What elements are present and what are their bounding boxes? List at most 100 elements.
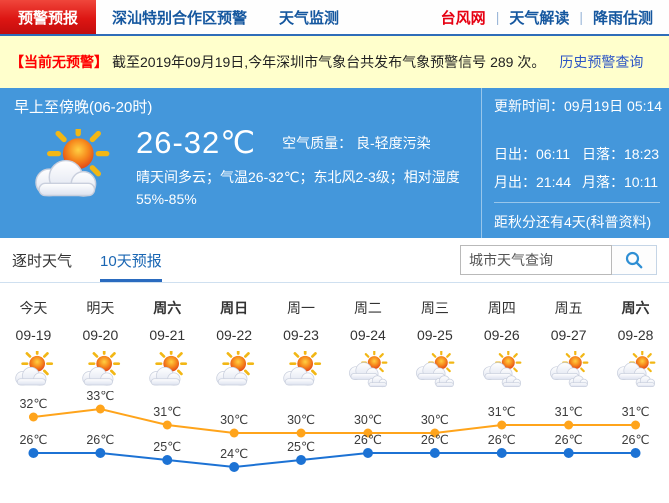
high-temp-point (430, 428, 440, 438)
city-search (460, 245, 657, 275)
nav-link-rain-estimate[interactable]: 降雨估测 (592, 9, 653, 27)
high-temp-label: 32℃ (19, 397, 47, 411)
high-temp-point (162, 420, 172, 430)
forecast-date-label: 09-19 (15, 327, 52, 343)
forecast-day-label: 周二 (353, 300, 382, 316)
forecast-date-label: 09-27 (550, 327, 587, 343)
sun-cloud-icon (0, 351, 67, 391)
current-weather-main: 早上至傍晚(06-20时) 26-32℃ 空气质量： 良-轻度污染 晴天间多云；… (0, 88, 481, 238)
low-temp-label: 26℃ (622, 433, 650, 447)
nav-tab-warning-forecast[interactable]: 预警预报 (0, 0, 97, 34)
ten-day-forecast: 今天 明天 周六 周日 周一 周二 周三 周四 周五 周六 09-19 09-20 09-21 09-2… (0, 298, 669, 503)
cloudy-icon (335, 351, 402, 391)
current-weather-side: 更新时间：09月19日 05:14 日出：06:11 日落：18:23 月出：2… (481, 88, 669, 238)
current-weather-panel: 早上至傍晚(06-20时) 26-32℃ 空气质量： 良-轻度污染 晴天间多云；… (0, 88, 669, 238)
high-temp-point (564, 420, 574, 430)
alert-status-badge: 【当前无预警】 (10, 54, 108, 70)
nav-tab-shenshan-warning[interactable]: 深汕特别合作区预警 (112, 9, 248, 27)
forecast-icons (0, 351, 669, 391)
tab-10day-forecast[interactable]: 10天预报 (100, 238, 162, 282)
history-warning-link[interactable]: 历史预警查询 (559, 54, 644, 70)
search-icon (625, 251, 643, 269)
forecast-date-label: 09-23 (283, 327, 319, 343)
high-temp-label: 30℃ (287, 413, 315, 427)
low-temp-point (429, 448, 440, 458)
low-temp-label: 25℃ (287, 440, 315, 454)
sun-cloud-icon (201, 351, 268, 391)
low-temp-label: 26℃ (354, 433, 382, 447)
top-nav: 预警预报 深汕特别合作区预警 天气监测 台风网 | 天气解读 | 降雨估测 (0, 0, 669, 36)
low-temp-label: 26℃ (19, 433, 47, 447)
alert-text: 截至2019年09月19日,今年深圳市气象台共发布气象预警信号 289 次。 (112, 54, 546, 70)
sun-cloud-icon (67, 351, 134, 391)
moonrise-time: 月出：21:44 (494, 174, 572, 190)
sun-cloud-icon (134, 351, 201, 391)
nav-link-weather-explain[interactable]: 天气解读 (509, 9, 570, 27)
forecast-date-label: 09-20 (82, 327, 119, 343)
low-temp-point (630, 448, 641, 458)
forecast-date-label: 09-22 (216, 327, 253, 343)
air-quality: 空气质量： 良-轻度污染 (282, 133, 431, 153)
forecast-day-label: 周三 (420, 300, 449, 316)
high-temp-point (229, 428, 239, 438)
high-temp-label: 31℃ (488, 405, 516, 419)
forecast-dates: 09-19 09-20 09-21 09-22 09-23 09-24 09-25 09-26… (0, 327, 669, 343)
nav-link-typhoon[interactable]: 台风网 (440, 9, 486, 27)
low-temp-point (563, 448, 574, 458)
low-temp-label: 25℃ (153, 440, 181, 454)
forecast-date-label: 09-28 (617, 327, 654, 343)
forecast-day-label: 今天 (19, 300, 48, 316)
cloudy-icon (468, 351, 535, 391)
low-temp-label: 24℃ (220, 447, 248, 461)
high-temp-label: 30℃ (220, 413, 248, 427)
forecast-date-label: 09-26 (483, 327, 520, 343)
nav-tab-weather-monitor[interactable]: 天气监测 (279, 9, 340, 27)
high-temp-label: 31℃ (153, 405, 181, 419)
high-temp-point (631, 420, 641, 430)
high-temp-label: 31℃ (555, 405, 583, 419)
air-quality-value: 良-轻度污染 (356, 135, 431, 151)
high-temp-point (296, 428, 306, 438)
high-temp-label: 30℃ (354, 413, 382, 427)
equinox-countdown-link[interactable]: 距秋分还有4天(科普资料) (494, 214, 652, 230)
forecast-date-label: 09-24 (350, 327, 386, 343)
high-temp-label: 33℃ (86, 391, 114, 403)
alert-bar: 【当前无预警】 截至2019年09月19日,今年深圳市气象台共发布气象预警信号 … (0, 36, 669, 88)
forecast-day-label: 明天 (86, 300, 115, 316)
temperature-range: 26-32℃ (136, 125, 257, 160)
sunrise-time: 日出：06:11 (494, 146, 570, 162)
forecast-day-label: 周五 (554, 300, 583, 316)
forecast-day-label: 周日 (220, 300, 249, 316)
city-search-input[interactable] (460, 245, 612, 275)
low-temp-point (296, 455, 307, 465)
sun-cloud-icon (14, 119, 136, 212)
forecast-day-label: 周一 (287, 300, 316, 316)
low-temp-label: 26℃ (488, 433, 516, 447)
forecast-date-label: 09-25 (416, 327, 453, 343)
forecast-toolbar: 逐时天气 10天预报 (0, 238, 669, 283)
low-temp-point (95, 448, 106, 458)
high-temp-point (28, 412, 38, 422)
search-button[interactable] (612, 245, 657, 275)
sun-cloud-icon (268, 351, 335, 391)
forecast-day-label: 周四 (487, 300, 516, 316)
tab-hourly-weather[interactable]: 逐时天气 (12, 252, 73, 270)
cloudy-icon (535, 351, 602, 391)
low-temp-point (362, 448, 373, 458)
moonset-time: 月落：10:11 (582, 174, 658, 190)
low-temp-label: 26℃ (555, 433, 583, 447)
low-temp-point (162, 455, 173, 465)
forecast-date-label: 09-21 (149, 327, 186, 343)
nav-separator: | (579, 9, 583, 25)
cloudy-icon (401, 351, 468, 391)
cloudy-icon (602, 351, 669, 391)
high-temp-point (363, 428, 373, 438)
low-temp-point (229, 462, 240, 472)
nav-separator: | (495, 9, 500, 25)
forecast-day-label: 周六 (621, 300, 650, 316)
low-temp-label: 26℃ (86, 433, 114, 447)
high-temp-point (497, 420, 507, 430)
nav-right-links: 台风网 | 天气解读 | 降雨估测 (431, 0, 669, 34)
forecast-day-label: 周六 (153, 300, 182, 316)
period-title: 早上至傍晚(06-20时) (14, 99, 153, 116)
